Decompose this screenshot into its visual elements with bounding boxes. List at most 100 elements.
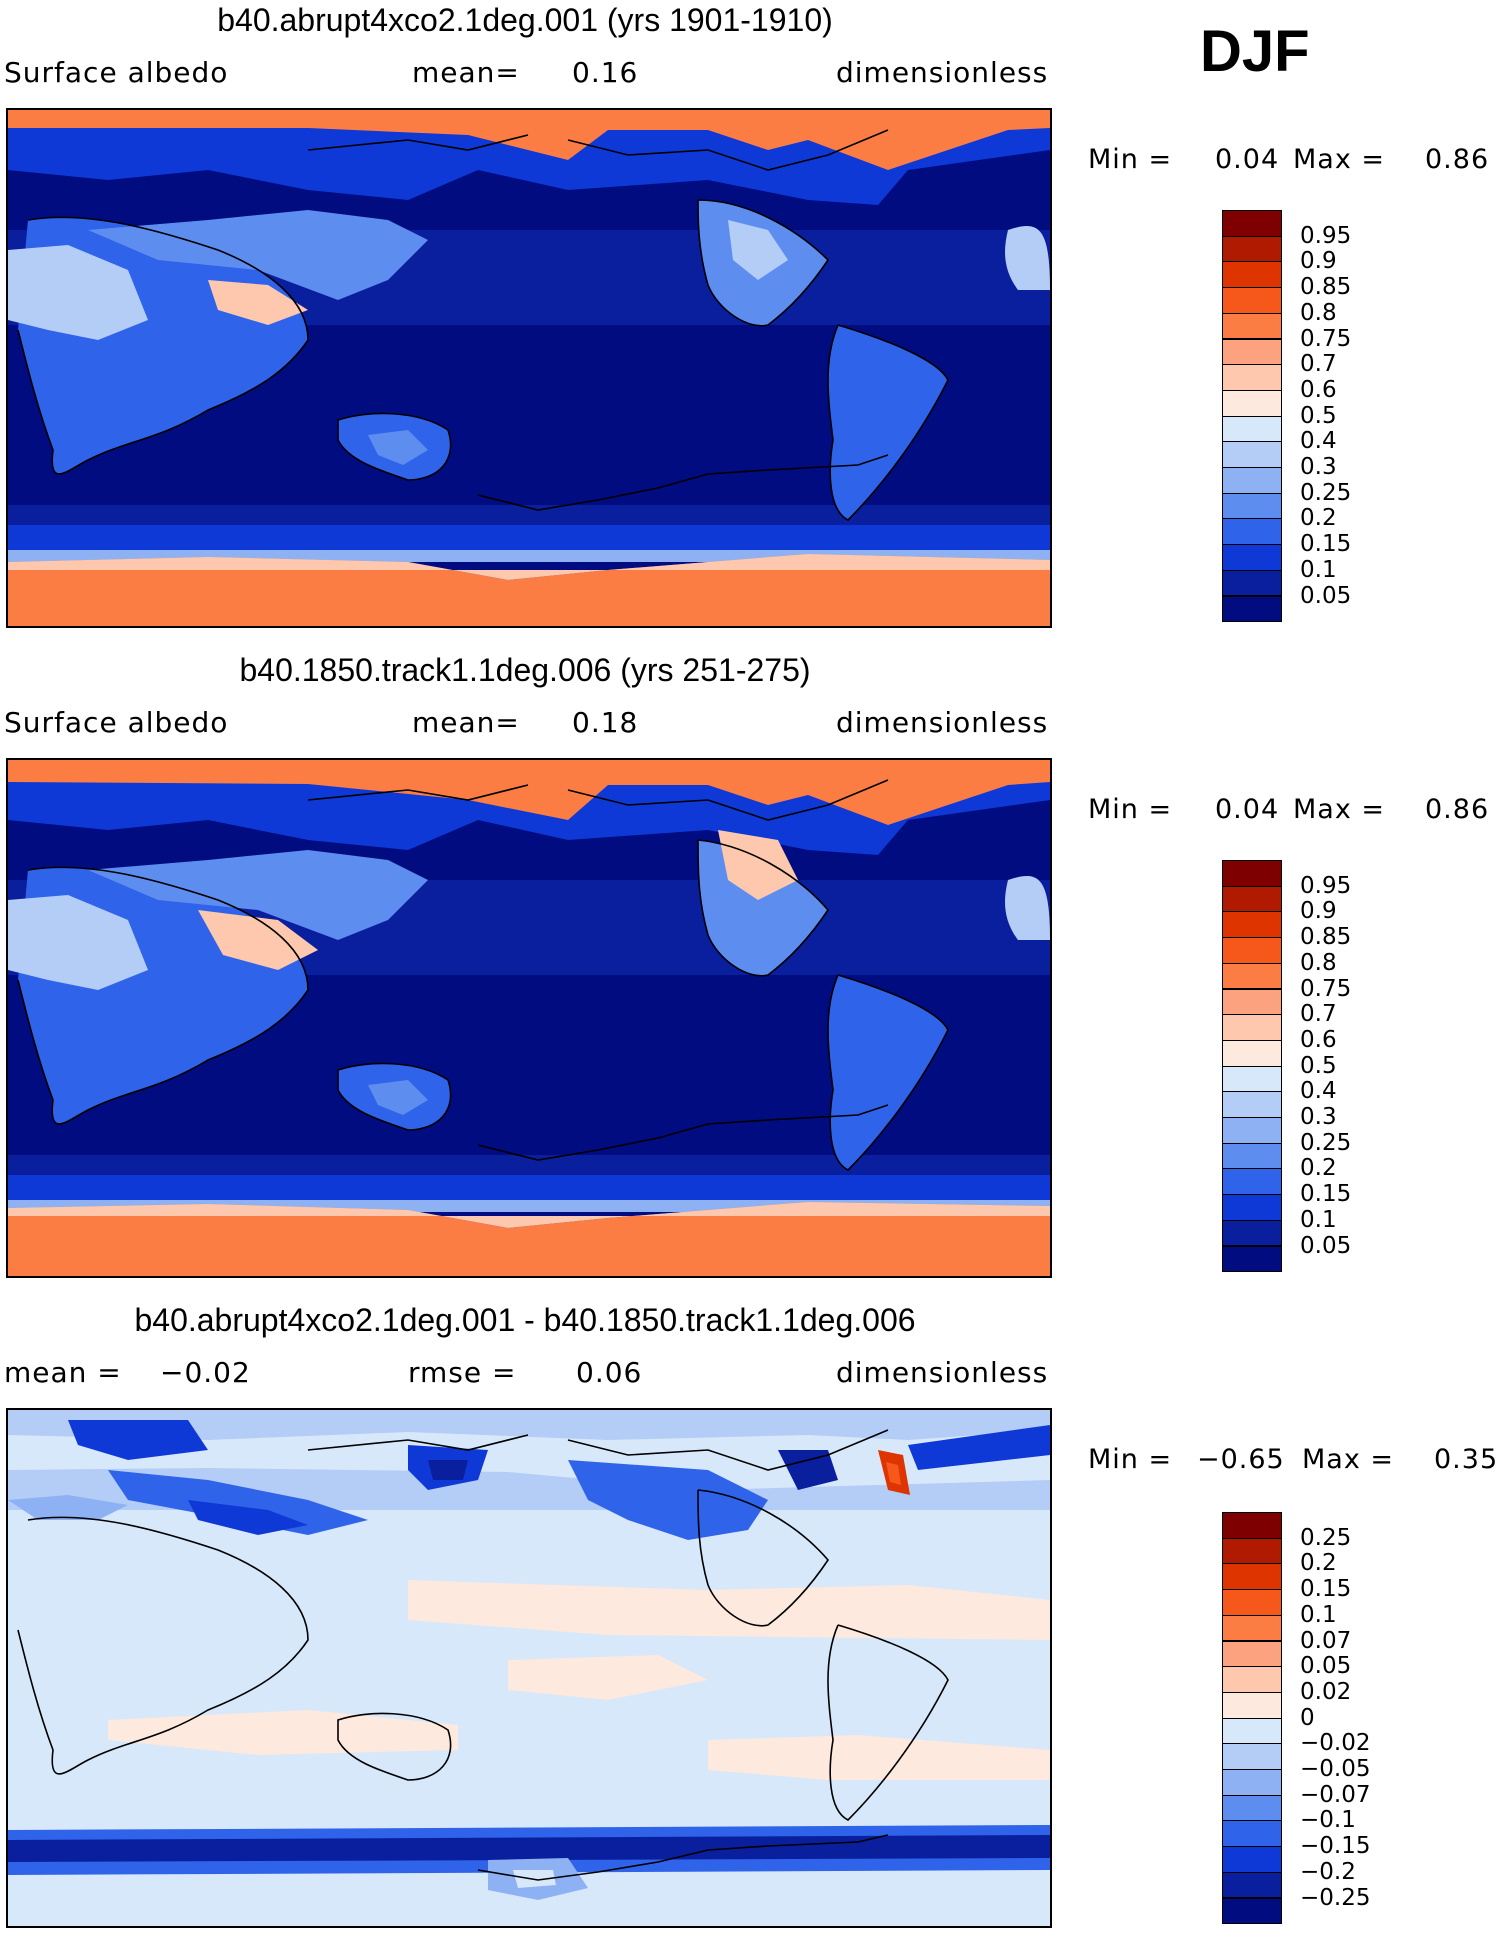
colorbar-tick-label: 0.05 <box>1300 1232 1352 1259</box>
colorbar-swatch <box>1222 1614 1282 1642</box>
colorbar-tick-label: 0.02 <box>1300 1678 1352 1705</box>
colorbar-swatch <box>1222 1194 1282 1221</box>
panel2-min-value: 0.04 <box>1215 794 1280 825</box>
colorbar-swatch <box>1222 1014 1282 1041</box>
panel2-max-label: Max = <box>1293 794 1386 825</box>
colorbar-tick-label: 0.95 <box>1300 872 1352 899</box>
colorbar-tick-label: 0.07 <box>1300 1627 1352 1654</box>
colorbar-swatch <box>1222 1219 1282 1247</box>
colorbar-swatch <box>1222 338 1282 366</box>
panel2-map <box>6 758 1052 1278</box>
colorbar-swatch <box>1222 1820 1282 1848</box>
colorbar-swatch <box>1222 937 1282 964</box>
colorbar-swatch <box>1222 885 1282 913</box>
colorbar-swatch <box>1222 364 1282 391</box>
colorbar-swatch <box>1222 1091 1282 1118</box>
colorbar-tick-label: −0.2 <box>1300 1858 1356 1885</box>
colorbar-swatch <box>1222 911 1282 939</box>
colorbar-swatch <box>1222 1846 1282 1873</box>
panel2-units: dimensionless <box>836 706 1049 739</box>
colorbar-swatch <box>1222 210 1282 237</box>
colorbar-tick-label: 0 <box>1300 1704 1315 1731</box>
colorbar-tick-label: −0.1 <box>1300 1807 1356 1834</box>
colorbar-tick-label: 0.9 <box>1300 898 1337 925</box>
colorbar-tick-label: 0.2 <box>1300 1155 1337 1182</box>
panel1-map <box>6 108 1052 628</box>
panel3-mean-value: −0.02 <box>160 1356 251 1389</box>
colorbar-tick-label: 0.6 <box>1300 1026 1337 1053</box>
colorbar-swatch <box>1222 1563 1282 1591</box>
colorbar-swatch <box>1222 1512 1282 1539</box>
colorbar-swatch <box>1222 569 1282 597</box>
colorbar-tick-label: −0.15 <box>1300 1833 1371 1860</box>
colorbar-tick-label: 0.95 <box>1300 222 1352 249</box>
colorbar-tick-label: 0.75 <box>1300 975 1352 1002</box>
colorbar-tick-label: 0.1 <box>1300 556 1337 583</box>
colorbar-tick-label: −0.07 <box>1300 1781 1371 1808</box>
colorbar-swatch <box>1222 1537 1282 1565</box>
colorbar-swatch <box>1222 1717 1282 1745</box>
panel3-mean-label: mean = <box>4 1356 122 1389</box>
colorbar-swatch <box>1222 544 1282 571</box>
panel3-max-label: Max = <box>1302 1444 1395 1475</box>
colorbar-tick-label: 0.25 <box>1300 1129 1352 1156</box>
colorbar-tick-label: −0.05 <box>1300 1756 1371 1782</box>
panel3-max-value: 0.35 <box>1434 1444 1499 1475</box>
colorbar-tick-label: 0.25 <box>1300 479 1352 506</box>
panel1-colorbar: 0.95 0.9 0.85 0.8 0.75 0.7 0.6 0.5 0.4 0.3 0.25 0.2… <box>1222 210 1351 623</box>
colorbar-tick-label: 0.1 <box>1300 1206 1337 1233</box>
colorbar-tick-label: 0.2 <box>1300 1550 1337 1577</box>
panel3-rmse-value: 0.06 <box>576 1356 643 1389</box>
panel1-mean-label: mean= <box>412 56 520 89</box>
colorbar-tick-label: 0.7 <box>1300 351 1337 378</box>
panel2-variable-label: Surface albedo <box>4 706 229 739</box>
colorbar-tick-label: −0.25 <box>1300 1884 1371 1911</box>
panel3-min-value: −0.65 <box>1197 1444 1285 1475</box>
colorbar-swatch <box>1222 860 1282 887</box>
panel1-max-value: 0.86 <box>1425 144 1490 175</box>
colorbar-swatch <box>1222 235 1282 263</box>
colorbar-swatch <box>1222 1769 1282 1796</box>
colorbar-tick-label: 0.15 <box>1300 531 1352 558</box>
panel3-title: b40.abrupt4xco2.1deg.001 - b40.1850.trac… <box>134 1302 916 1338</box>
colorbar-tick-label: 0.4 <box>1300 1078 1337 1105</box>
colorbar-swatch <box>1222 1117 1282 1144</box>
panel3-units: dimensionless <box>836 1356 1049 1389</box>
colorbar-swatch <box>1222 1245 1282 1273</box>
colorbar-swatch <box>1222 1666 1282 1693</box>
colorbar-tick-label: 0.15 <box>1300 1181 1352 1208</box>
colorbar-swatch <box>1222 1589 1282 1616</box>
colorbar-tick-label: 0.15 <box>1300 1576 1352 1603</box>
colorbar-swatch <box>1222 389 1282 417</box>
colorbar-swatch <box>1222 1743 1282 1770</box>
colorbar-swatch <box>1222 1168 1282 1196</box>
panel1-variable-label: Surface albedo <box>4 56 229 89</box>
panel2-mean-value: 0.18 <box>572 706 639 739</box>
panel1-min-label: Min = <box>1088 144 1173 175</box>
colorbar-swatch <box>1222 1691 1282 1719</box>
colorbar-tick-label: 0.8 <box>1300 949 1337 976</box>
colorbar-swatch <box>1222 287 1282 314</box>
colorbar-swatch <box>1222 518 1282 546</box>
colorbar-swatch <box>1222 312 1282 340</box>
colorbar-swatch <box>1222 1871 1282 1899</box>
panel2-colorbar: 0.95 0.9 0.85 0.8 0.75 0.7 0.6 0.5 0.4 0.3 0.25 0.2… <box>1222 860 1351 1273</box>
colorbar-tick-label: 0.6 <box>1300 376 1337 403</box>
colorbar-tick-label: 0.1 <box>1300 1601 1337 1628</box>
colorbar-tick-label: 0.85 <box>1300 274 1352 301</box>
colorbar-swatch <box>1222 1897 1282 1925</box>
colorbar-tick-label: 0.75 <box>1300 325 1352 352</box>
colorbar-swatch <box>1222 415 1282 443</box>
panel3-colorbar: 0.25 0.2 0.15 0.1 0.07 0.05 0.02 0 −0.02 −0.05 −0.… <box>1222 1512 1370 1925</box>
colorbar-swatch <box>1222 467 1282 494</box>
colorbar-tick-label: 0.85 <box>1300 924 1352 951</box>
panel1-units: dimensionless <box>836 56 1049 89</box>
panel1-max-label: Max = <box>1293 144 1386 175</box>
panel2-min-label: Min = <box>1088 794 1173 825</box>
colorbar-tick-label: 0.7 <box>1300 1001 1337 1028</box>
colorbar-tick-label: 0.4 <box>1300 428 1337 455</box>
panel2-max-value: 0.86 <box>1425 794 1490 825</box>
colorbar-swatch <box>1222 1640 1282 1668</box>
colorbar-swatch <box>1222 988 1282 1016</box>
panel1-title: b40.abrupt4xco2.1deg.001 (yrs 1901-1910) <box>217 2 833 38</box>
